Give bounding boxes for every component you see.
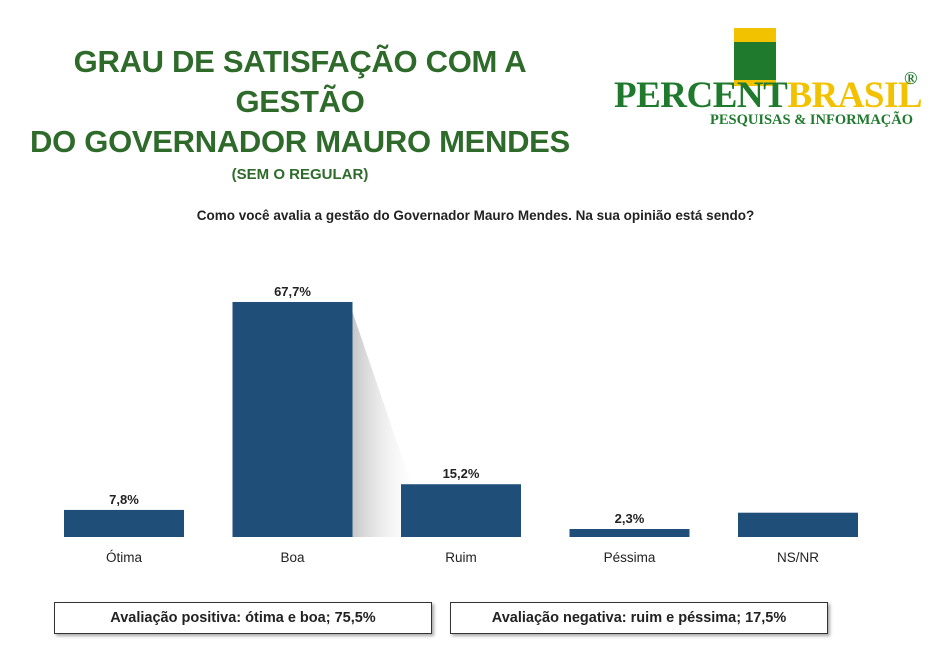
category-label-ruim: Ruim xyxy=(445,550,477,565)
subtitle: (SEM O REGULAR) xyxy=(231,166,369,183)
category-label-ns-nr: NS/NR xyxy=(777,550,819,565)
logo-registered-mark: ® xyxy=(904,68,917,88)
bar-pessima xyxy=(569,529,690,537)
logo-word-brasil: BRASIL xyxy=(787,75,922,116)
value-label-pessima: 2,3% xyxy=(615,511,645,526)
survey-question: Como você avalia a gestão do Governador … xyxy=(196,208,755,223)
bar-boa xyxy=(232,301,353,537)
value-label-ruim: 15,2% xyxy=(443,466,480,481)
svg-text:PERCENTBRASIL: PERCENTBRASIL xyxy=(614,75,922,116)
logo-green-block xyxy=(734,42,776,80)
bar-ns-nr xyxy=(738,512,858,537)
title-line-2: DO GOVERNADOR MAURO MENDES xyxy=(30,124,570,159)
title-line-1: GRAU DE SATISFAÇÃO COM A GESTÃO xyxy=(73,44,527,119)
category-label-boa: Boa xyxy=(280,550,305,565)
category-label-pessima: Péssima xyxy=(604,550,656,565)
logo-tagline: PESQUISAS & INFORMAÇÃO xyxy=(710,110,913,128)
category-label-otima: Ótima xyxy=(106,550,142,565)
bar-ruim xyxy=(401,484,521,537)
value-label-otima: 7,8% xyxy=(109,492,139,507)
bar-otima xyxy=(64,509,184,537)
title-block: GRAU DE SATISFAÇÃO COM A GESTÃO DO GOVER… xyxy=(10,42,590,183)
logo-yellow-stripe xyxy=(734,80,776,86)
percentbrasil-logo: PERCENTBRASIL ® PESQUISAS & INFORMAÇÃO xyxy=(614,28,923,128)
negative-evaluation-box: Avaliação negativa: ruim e péssima; 17,5… xyxy=(450,602,828,634)
logo-word-percent: PERCENT xyxy=(614,75,788,116)
positive-evaluation-box: Avaliação positiva: ótima e boa; 75,5% xyxy=(54,602,432,634)
bar-shadow-boa xyxy=(352,311,423,537)
value-label-boa: 67,7% xyxy=(274,284,311,299)
logo-yellow-block xyxy=(734,28,776,42)
